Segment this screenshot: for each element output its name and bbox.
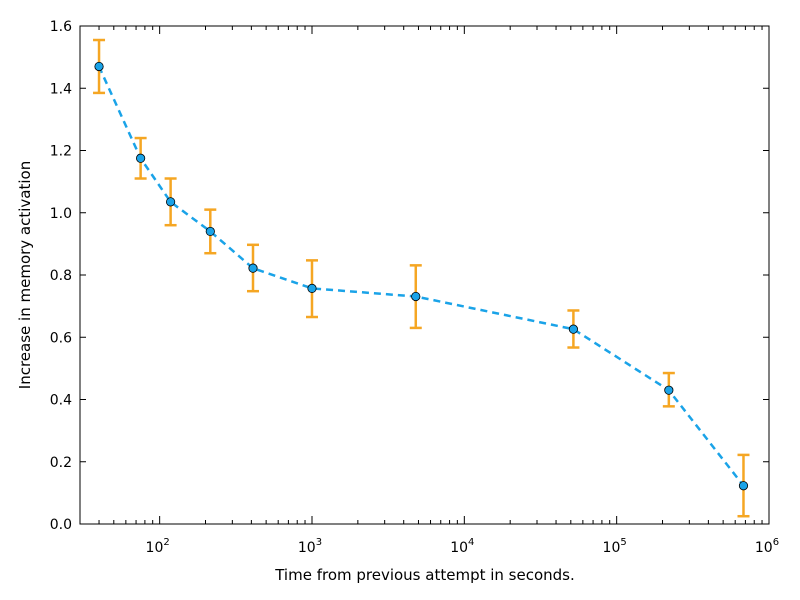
data-point — [738, 481, 749, 491]
y-axis-label: Increase in memory activation — [16, 161, 34, 389]
data-point — [664, 385, 674, 395]
y-tick-label: 0.2 — [50, 455, 72, 471]
data-series — [93, 38, 750, 518]
x-tick-label: 103 — [298, 537, 322, 556]
plot-frame — [79, 25, 770, 525]
y-tick-label: 1.0 — [50, 206, 72, 222]
x-tick-label: 106 — [755, 537, 779, 556]
x-tick-label: 104 — [450, 537, 474, 556]
data-point — [136, 153, 146, 163]
y-tick-label: 0.4 — [50, 393, 72, 409]
y-tick-label: 0.0 — [50, 517, 72, 533]
data-point — [94, 61, 104, 72]
x-axis-label: Time from previous attempt in seconds. — [274, 566, 575, 584]
y-tick-label: 1.6 — [50, 19, 72, 35]
data-point — [248, 263, 258, 273]
y-tick-label: 1.4 — [50, 81, 72, 97]
y-axis-ticks: 0.0 0.2 0.4 0.6 0.8 1.0 1.2 1.4 1.6 — [50, 19, 769, 533]
data-point — [307, 283, 317, 293]
data-point — [568, 324, 579, 334]
x-tick-label: 105 — [603, 537, 627, 556]
data-point — [411, 291, 421, 302]
y-tick-label: 0.8 — [50, 268, 72, 284]
y-tick-label: 0.6 — [50, 330, 72, 346]
data-point — [205, 226, 215, 237]
y-tick-label: 1.2 — [50, 144, 72, 160]
minor-ticks — [79, 26, 763, 524]
series-line — [97, 65, 745, 487]
x-tick-label: 102 — [146, 537, 170, 556]
x-axis-ticks: 102 103 104 105 106 — [146, 26, 779, 556]
data-point — [166, 197, 176, 207]
